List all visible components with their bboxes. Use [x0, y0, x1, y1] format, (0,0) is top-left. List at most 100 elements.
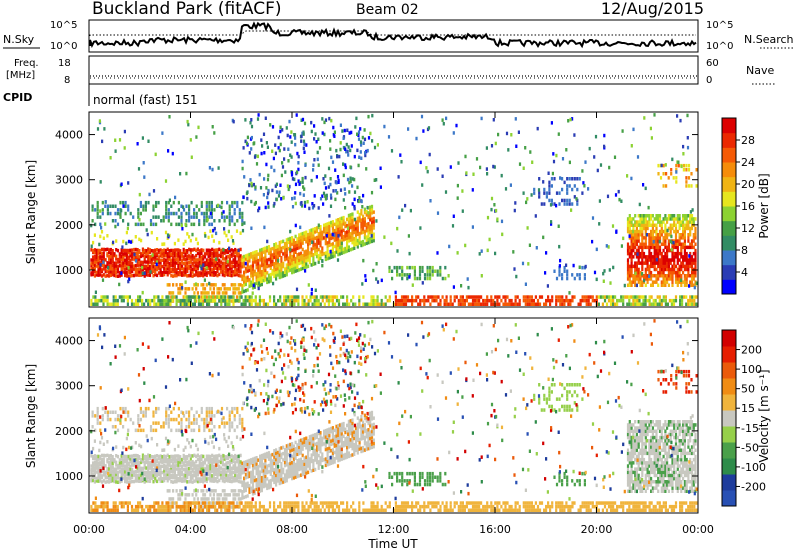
- velocity-cell: [195, 475, 198, 480]
- power-cell: [230, 252, 233, 256]
- power-cell: [138, 260, 141, 265]
- power-cell: [335, 244, 338, 248]
- velocity-cell: [161, 460, 164, 464]
- velocity-cell: [109, 470, 112, 474]
- power-cell: [206, 302, 209, 306]
- power-cell: [167, 295, 170, 299]
- power-cell: [692, 236, 695, 240]
- power-cell: [90, 298, 93, 303]
- power-cell: [666, 217, 669, 221]
- power-cell: [134, 235, 137, 239]
- power-cell: [205, 248, 208, 252]
- power-cell: [273, 252, 276, 256]
- power-cell: [644, 236, 647, 240]
- power-cell: [628, 234, 631, 238]
- power-cell: [645, 233, 648, 237]
- power-cell: [143, 248, 146, 253]
- power-cell: [609, 281, 612, 285]
- power-cell: [175, 298, 178, 303]
- power-cell: [335, 234, 338, 238]
- velocity-cell: [93, 469, 96, 473]
- power-cell: [212, 264, 215, 268]
- velocity-cell: [177, 444, 180, 448]
- power-cell: [648, 242, 651, 246]
- power-cell: [328, 253, 331, 257]
- power-cell: [632, 239, 635, 243]
- power-cell: [90, 273, 93, 277]
- power-cell: [249, 178, 252, 182]
- power-cell: [218, 272, 221, 277]
- velocity-cell: [200, 464, 203, 468]
- power-cell: [559, 295, 562, 299]
- power-cell: [227, 295, 230, 299]
- velocity-cell: [156, 460, 159, 464]
- power-cell: [92, 255, 95, 259]
- power-cell: [184, 268, 187, 272]
- power-cell: [330, 196, 333, 200]
- velocity-cell: [214, 489, 217, 493]
- power-cell: [314, 132, 317, 136]
- power-cell: [626, 242, 630, 246]
- power-cell: [664, 223, 667, 227]
- power-cell: [289, 255, 292, 260]
- power-cell: [264, 268, 267, 273]
- velocity-cell: [172, 489, 175, 493]
- power-cell: [308, 232, 311, 236]
- velocity-cell: [100, 453, 104, 458]
- power-cell: [303, 231, 306, 235]
- power-cell: [259, 248, 262, 253]
- power-cell: [469, 302, 473, 306]
- power-cell: [186, 119, 189, 124]
- power-cell: [126, 226, 129, 231]
- power-cell: [191, 232, 194, 237]
- power-cell: [365, 229, 368, 233]
- power-cell: [347, 232, 350, 237]
- power-cell: [311, 206, 315, 210]
- power-cell: [694, 261, 697, 265]
- power-cell: [326, 250, 329, 255]
- power-cell: [353, 243, 356, 247]
- power-cell: [559, 298, 562, 303]
- power-cell: [486, 215, 490, 220]
- velocity-cell: [232, 459, 235, 464]
- power-cell: [99, 209, 102, 213]
- power-cell: [513, 267, 516, 271]
- power-cell: [186, 267, 189, 271]
- velocity-cell: [166, 476, 169, 480]
- power-cell: [351, 212, 354, 216]
- power-cell: [337, 227, 340, 231]
- power-cell: [111, 263, 114, 268]
- power-cell: [198, 273, 201, 278]
- velocity-cell: [116, 480, 120, 484]
- velocity-cell: [102, 442, 105, 446]
- power-cell: [528, 302, 531, 306]
- power-cell: [626, 229, 630, 234]
- velocity-cell: [188, 467, 191, 471]
- power-cell: [238, 215, 241, 219]
- power-cell: [240, 302, 243, 306]
- power-cell: [221, 257, 224, 261]
- power-cell: [219, 264, 223, 268]
- power-cell: [330, 223, 333, 228]
- power-cell: [660, 255, 663, 259]
- power-cell: [296, 151, 299, 156]
- velocity-cell: [90, 472, 93, 477]
- power-cell: [683, 226, 686, 231]
- velocity-cell: [99, 476, 102, 480]
- power-cell: [100, 298, 103, 303]
- colorbar-segment: [722, 176, 736, 192]
- power-cell: [224, 295, 227, 299]
- power-cell: [99, 255, 102, 259]
- power-cell: [689, 226, 692, 231]
- power-cell: [218, 204, 221, 208]
- power-cell: [282, 274, 285, 278]
- power-cell: [164, 230, 168, 235]
- power-cell: [328, 256, 331, 260]
- power-cell: [170, 252, 173, 256]
- velocity-cell: [173, 457, 176, 461]
- power-cell: [517, 130, 520, 134]
- power-cell: [338, 220, 342, 224]
- velocity-cell: [97, 479, 100, 483]
- power-cell: [203, 255, 207, 259]
- power-cell: [111, 204, 114, 208]
